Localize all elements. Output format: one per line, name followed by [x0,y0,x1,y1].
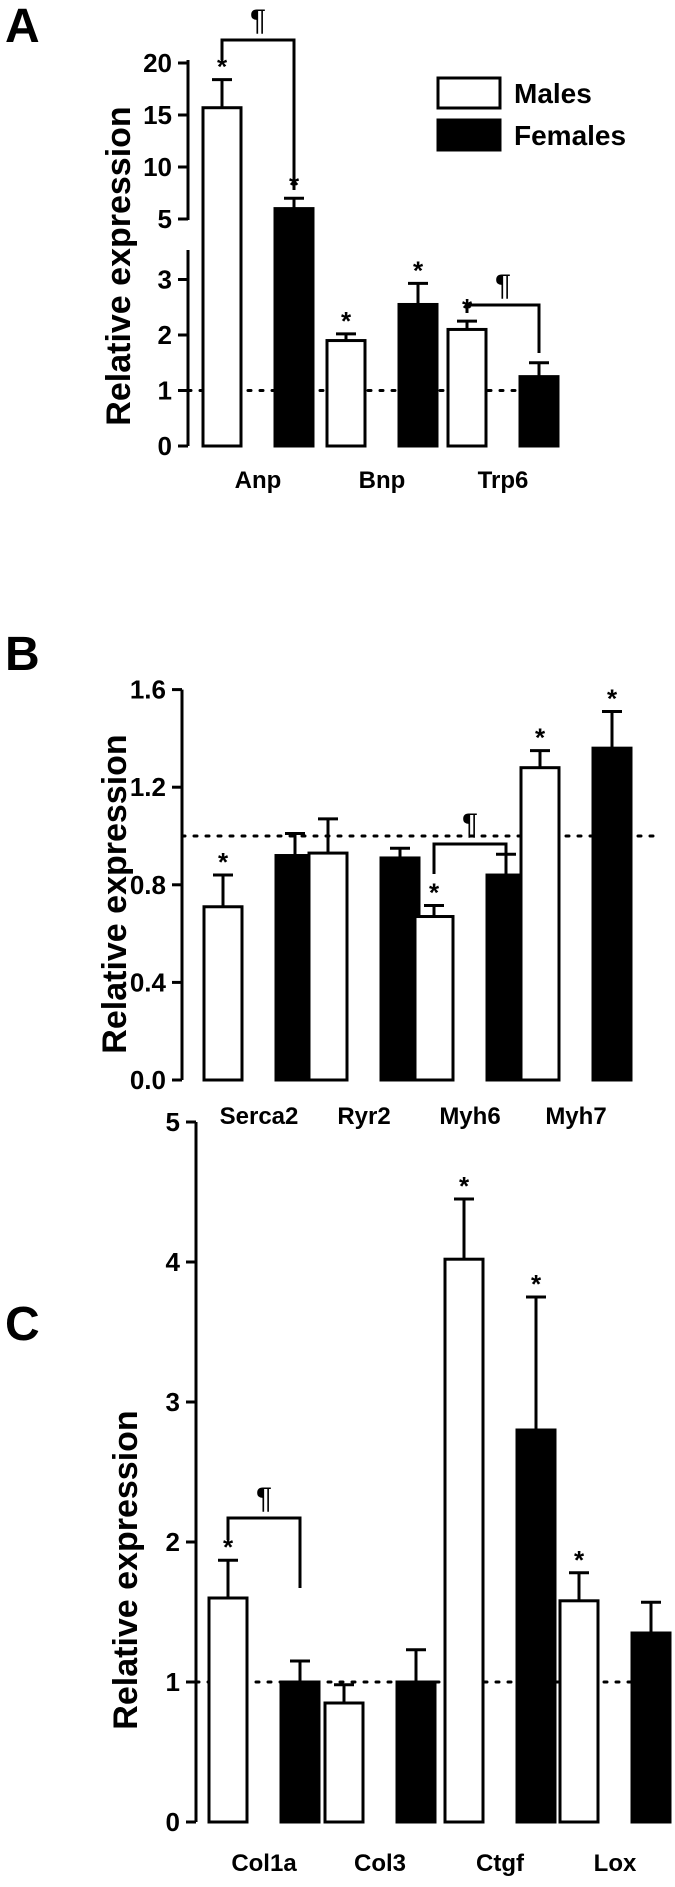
panel-label: B [5,628,40,681]
category-label: Col1a [231,1850,297,1877]
bar-males [202,905,244,1082]
y-tick-label: 1.6 [130,675,166,705]
y-tick-label: 1 [166,1667,180,1697]
category-label: Col3 [354,1850,406,1877]
bar-females [485,873,527,1082]
significance-marker: * [535,723,546,753]
y-tick-label: 20 [143,48,172,78]
category-label: Ryr2 [337,1103,390,1130]
bar-females [279,1680,321,1824]
category-label: Trp6 [478,467,529,494]
y-axis-label: Relative expression [107,1410,145,1729]
y-tick-label: 0.8 [130,870,166,900]
bar-males [519,766,561,1082]
bar-females [379,856,421,1082]
category-label: Ctgf [476,1850,525,1877]
bar-females [273,207,315,448]
significance-marker: * [531,1269,542,1299]
y-tick-label: 1.2 [130,772,166,802]
bar-females [515,1428,557,1824]
significance-bracket [432,842,508,874]
y-tick-label: 4 [166,1247,181,1277]
y-tick-label: 5 [158,204,172,234]
bar-females [518,375,560,448]
bar-females [591,746,633,1082]
y-tick-label: 2 [158,320,172,350]
bar-males [323,1701,365,1824]
significance-marker: * [413,255,424,285]
panel-a: A Relative expression Males Females 0 1 2 3… [5,0,626,494]
y-tick-label: 2 [166,1527,180,1557]
panel-label: A [5,0,40,53]
sex-difference-marker: ¶ [462,808,478,841]
category-label: Myh6 [439,1103,500,1130]
bar-males [443,1257,485,1824]
significance-bracket [226,1516,302,1588]
bar-females [397,302,439,448]
significance-marker: * [429,878,440,908]
category-label: Lox [594,1850,637,1877]
y-tick-label: 1 [158,376,172,406]
significance-marker: * [607,684,618,714]
bar-females [630,1631,672,1824]
y-tick-label: 3 [166,1387,180,1417]
y-tick-label: 0 [166,1807,180,1837]
bar-males [446,327,488,448]
significance-bracket [465,303,541,353]
bar-males [558,1599,600,1824]
panel-label: C [5,1298,40,1351]
legend-label-males: Males [514,78,592,109]
significance-marker: * [459,1171,470,1201]
y-tick-label: 3 [158,265,172,295]
bar-females [395,1680,437,1824]
legend-label-females: Females [514,120,626,151]
y-axis-label: Relative expression [100,106,138,425]
y-tick-label: 0.0 [130,1065,166,1095]
panel-c: C Relative expression 0 1 2 3 4 5 * Col1a Col3 * *… [5,1107,674,1877]
legend-swatch-females [436,118,502,152]
y-tick-label: 10 [143,152,172,182]
sex-difference-marker: ¶ [250,4,266,37]
legend-swatch-males [436,76,502,110]
sex-difference-marker: ¶ [495,269,511,302]
bar-males [201,106,243,448]
y-tick-label: 0.4 [130,967,167,997]
significance-marker: * [218,847,229,877]
y-tick-label: 0 [158,431,172,461]
panel-b: B Relative expression 0.0 0.4 0.8 1.2 1.6 * Se… [5,628,662,1130]
sex-difference-marker: ¶ [256,1482,272,1515]
plot-area: 0.0 0.4 0.8 1.2 1.6 * Serca2 Ryr2 * Myh6 * * Myh7 ¶ [130,675,662,1130]
category-label: Myh7 [545,1103,606,1130]
significance-marker: * [217,52,228,82]
category-label: Bnp [359,467,406,494]
plot-area: 0 1 2 3 4 5 * Col1a Col3 * * Ctgf * Lox ¶ [166,1107,674,1877]
y-tick-label: 15 [143,100,172,130]
significance-marker: * [341,306,352,336]
significance-marker: * [574,1545,585,1575]
legend: Males Females [436,76,626,152]
y-tick-label: 5 [166,1107,180,1137]
bar-males [207,1596,249,1824]
bar-males [413,915,455,1082]
significance-bracket [220,38,296,190]
y-axis-label: Relative expression [96,734,134,1053]
significance-marker: * [223,1532,234,1562]
bar-males [325,339,367,448]
category-label: Serca2 [220,1103,299,1130]
bar-males [307,851,349,1082]
category-label: Anp [235,467,282,494]
